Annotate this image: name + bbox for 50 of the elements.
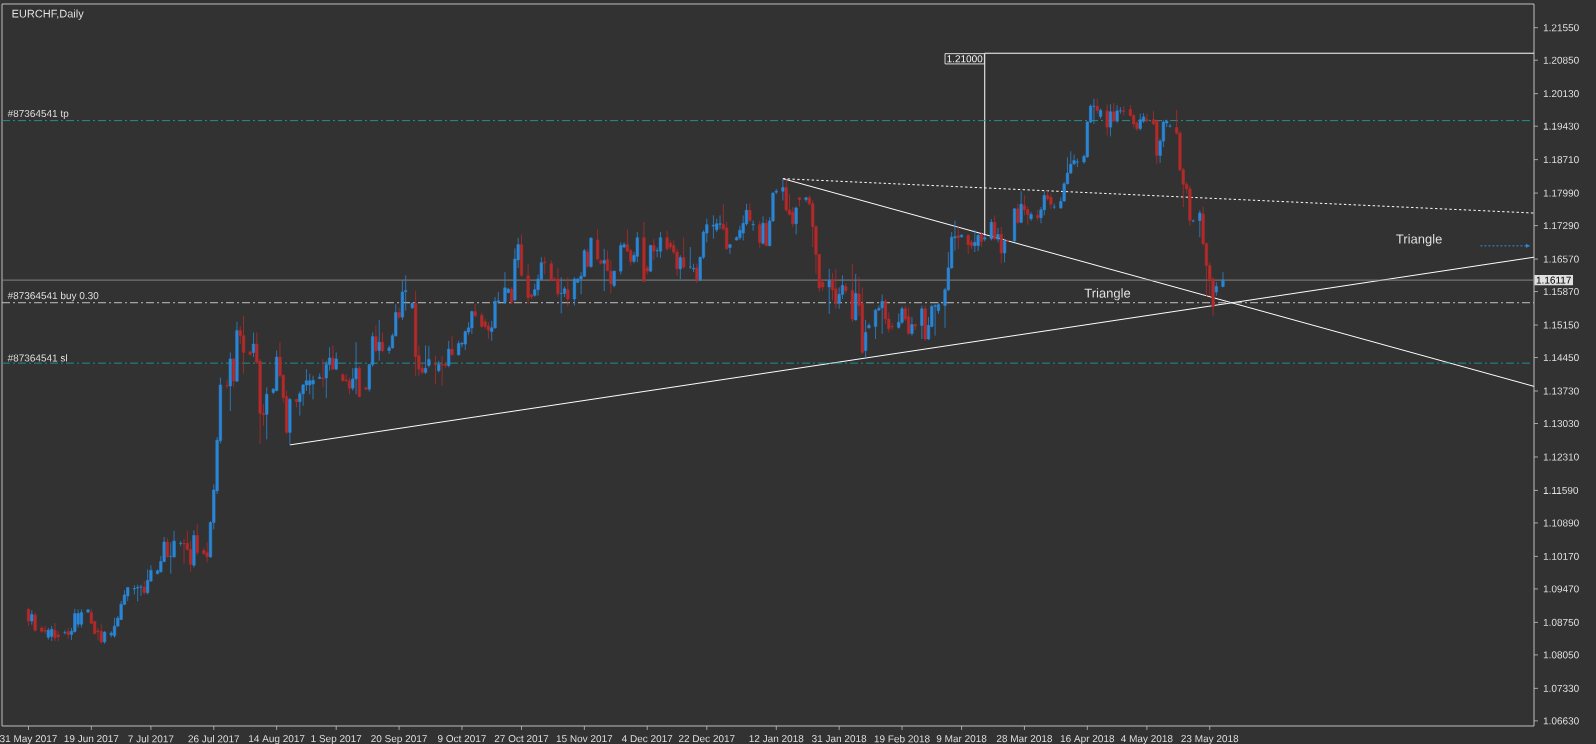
x-tick-label: 9 Oct 2017 <box>437 735 486 743</box>
x-tick-label: 27 Oct 2017 <box>494 735 549 743</box>
x-tick-label: 15 Nov 2017 <box>556 735 613 743</box>
y-tick-label: 1.10890 <box>1543 519 1579 527</box>
y-tick-label: 1.15870 <box>1543 288 1579 296</box>
x-tick-label: 22 Dec 2017 <box>678 735 735 743</box>
y-tick-label: 1.16570 <box>1543 255 1579 263</box>
x-tick-label: 31 Jan 2018 <box>812 735 867 743</box>
y-tick-label: 1.19430 <box>1543 122 1579 130</box>
x-tick-label: 23 May 2018 <box>1181 735 1239 744</box>
y-tick-label: 1.20130 <box>1543 90 1579 98</box>
ref-line-label: #87364541 buy 0.30 <box>7 291 99 302</box>
x-tick-label: 9 Mar 2018 <box>936 735 987 743</box>
y-tick-label: 1.08750 <box>1543 618 1579 626</box>
chart-title: EURCHF,Daily <box>12 9 84 20</box>
x-tick-label: 12 Jan 2018 <box>749 735 804 743</box>
x-tick-label: 7 Jul 2017 <box>128 735 174 743</box>
x-tick-label: 19 Jun 2017 <box>64 735 119 743</box>
y-tick-label: 1.11590 <box>1543 486 1579 494</box>
y-tick-label: 1.20850 <box>1543 56 1579 64</box>
y-tick-label: 1.17290 <box>1543 222 1579 230</box>
x-tick-label: 31 May 2017 <box>0 735 57 744</box>
x-tick-label: 4 May 2018 <box>1120 735 1173 744</box>
y-tick-label: 1.08050 <box>1543 651 1579 659</box>
y-tick-label: 1.15150 <box>1543 321 1579 329</box>
y-tick-label: 1.14450 <box>1543 354 1579 362</box>
annotation: 1.21000 <box>947 55 983 63</box>
ref-line-label: #87364541 sl <box>7 354 67 362</box>
y-tick-label: 1.17990 <box>1543 189 1579 197</box>
y-tick-label: 1.13730 <box>1543 387 1579 395</box>
x-tick-label: 1 Sep 2017 <box>311 735 362 744</box>
y-tick-label: 1.21550 <box>1543 24 1579 32</box>
ref-line-label: #87364541 tp <box>7 109 69 119</box>
y-tick-label: 1.10170 <box>1543 552 1579 560</box>
x-tick-label: 16 Apr 2018 <box>1060 735 1115 744</box>
ref-line-label: 1.16117 <box>1536 276 1571 284</box>
y-tick-label: 1.07330 <box>1543 684 1579 692</box>
x-tick-label: 14 Aug 2017 <box>249 735 305 744</box>
y-tick-label: 1.13030 <box>1543 419 1579 428</box>
y-tick-label: 1.06630 <box>1543 717 1579 725</box>
x-tick-label: 28 Mar 2018 <box>996 735 1053 743</box>
x-tick-label: 4 Dec 2017 <box>621 735 673 743</box>
x-tick-label: 19 Feb 2018 <box>874 735 930 743</box>
y-tick-label: 1.18710 <box>1543 156 1579 164</box>
annotation: Triangle <box>1084 288 1131 301</box>
x-tick-label: 26 Jul 2017 <box>188 735 240 743</box>
y-tick-label: 1.09470 <box>1543 585 1579 593</box>
annotation: Triangle <box>1396 234 1442 247</box>
x-tick-label: 20 Sep 2017 <box>371 735 427 744</box>
y-tick-label: 1.12310 <box>1543 453 1579 461</box>
